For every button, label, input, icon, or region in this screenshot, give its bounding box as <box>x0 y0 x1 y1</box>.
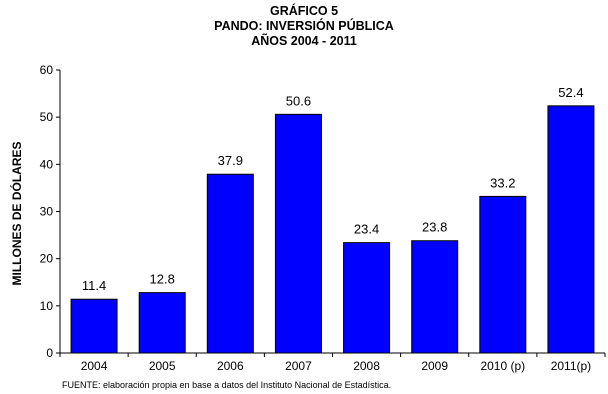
bar <box>274 113 322 354</box>
bar <box>206 173 254 354</box>
y-tick-label: 30 <box>40 205 54 219</box>
source-note: FUENTE: elaboración propia en base a dat… <box>62 380 392 390</box>
x-tick-label: 2008 <box>353 359 380 373</box>
data-label: 50.6 <box>286 93 311 108</box>
bar <box>547 105 595 354</box>
bar <box>479 195 527 354</box>
data-labels: 11.4 12.8 37.9 50.6 23.4 23.8 33.2 52.4 <box>82 85 584 293</box>
x-tick-label: 2010 (p) <box>480 359 525 373</box>
axes: 0 10 20 30 40 50 60 2004 2005 2006 2007 2008 2009 201… <box>40 63 606 373</box>
data-label: 11.4 <box>82 278 106 293</box>
x-tick-label: 2006 <box>217 359 244 373</box>
x-tick-label: 2011(p) <box>551 359 591 373</box>
y-tick-label: 60 <box>40 63 54 77</box>
y-tick-label: 40 <box>40 157 54 171</box>
bar <box>411 240 459 354</box>
chart-title-line-3: AÑOS 2004 - 2011 <box>251 34 357 48</box>
data-label: 12.8 <box>150 272 175 287</box>
bars <box>70 105 595 354</box>
y-tick-label: 10 <box>40 299 54 313</box>
bar <box>343 242 391 354</box>
data-label: 23.8 <box>422 220 447 235</box>
data-label: 33.2 <box>490 175 515 190</box>
x-tick-label: 2007 <box>285 359 312 373</box>
x-tick-label: 2005 <box>149 359 176 373</box>
chart-title-line-2: PANDO: INVERSIÓN PÚBLICA <box>214 19 394 33</box>
bar <box>138 292 186 354</box>
y-tick-label: 20 <box>40 252 54 266</box>
y-tick-label: 50 <box>40 110 54 124</box>
data-label: 23.4 <box>354 222 379 237</box>
data-label: 52.4 <box>558 85 583 100</box>
y-axis-label-group: MILLONES DE DÓLARES <box>9 141 24 285</box>
chart-title: GRÁFICO 5 PANDO: INVERSIÓN PÚBLICA AÑOS … <box>0 4 608 49</box>
chart-title-line-1: GRÁFICO 5 <box>269 4 339 18</box>
x-tick-label: 2009 <box>421 359 448 373</box>
y-axis-label: MILLONES DE DÓLARES <box>9 141 24 285</box>
bar <box>70 298 118 354</box>
y-tick-label: 0 <box>46 346 53 360</box>
data-label: 37.9 <box>218 153 243 168</box>
x-tick-label: 2004 <box>81 359 108 373</box>
